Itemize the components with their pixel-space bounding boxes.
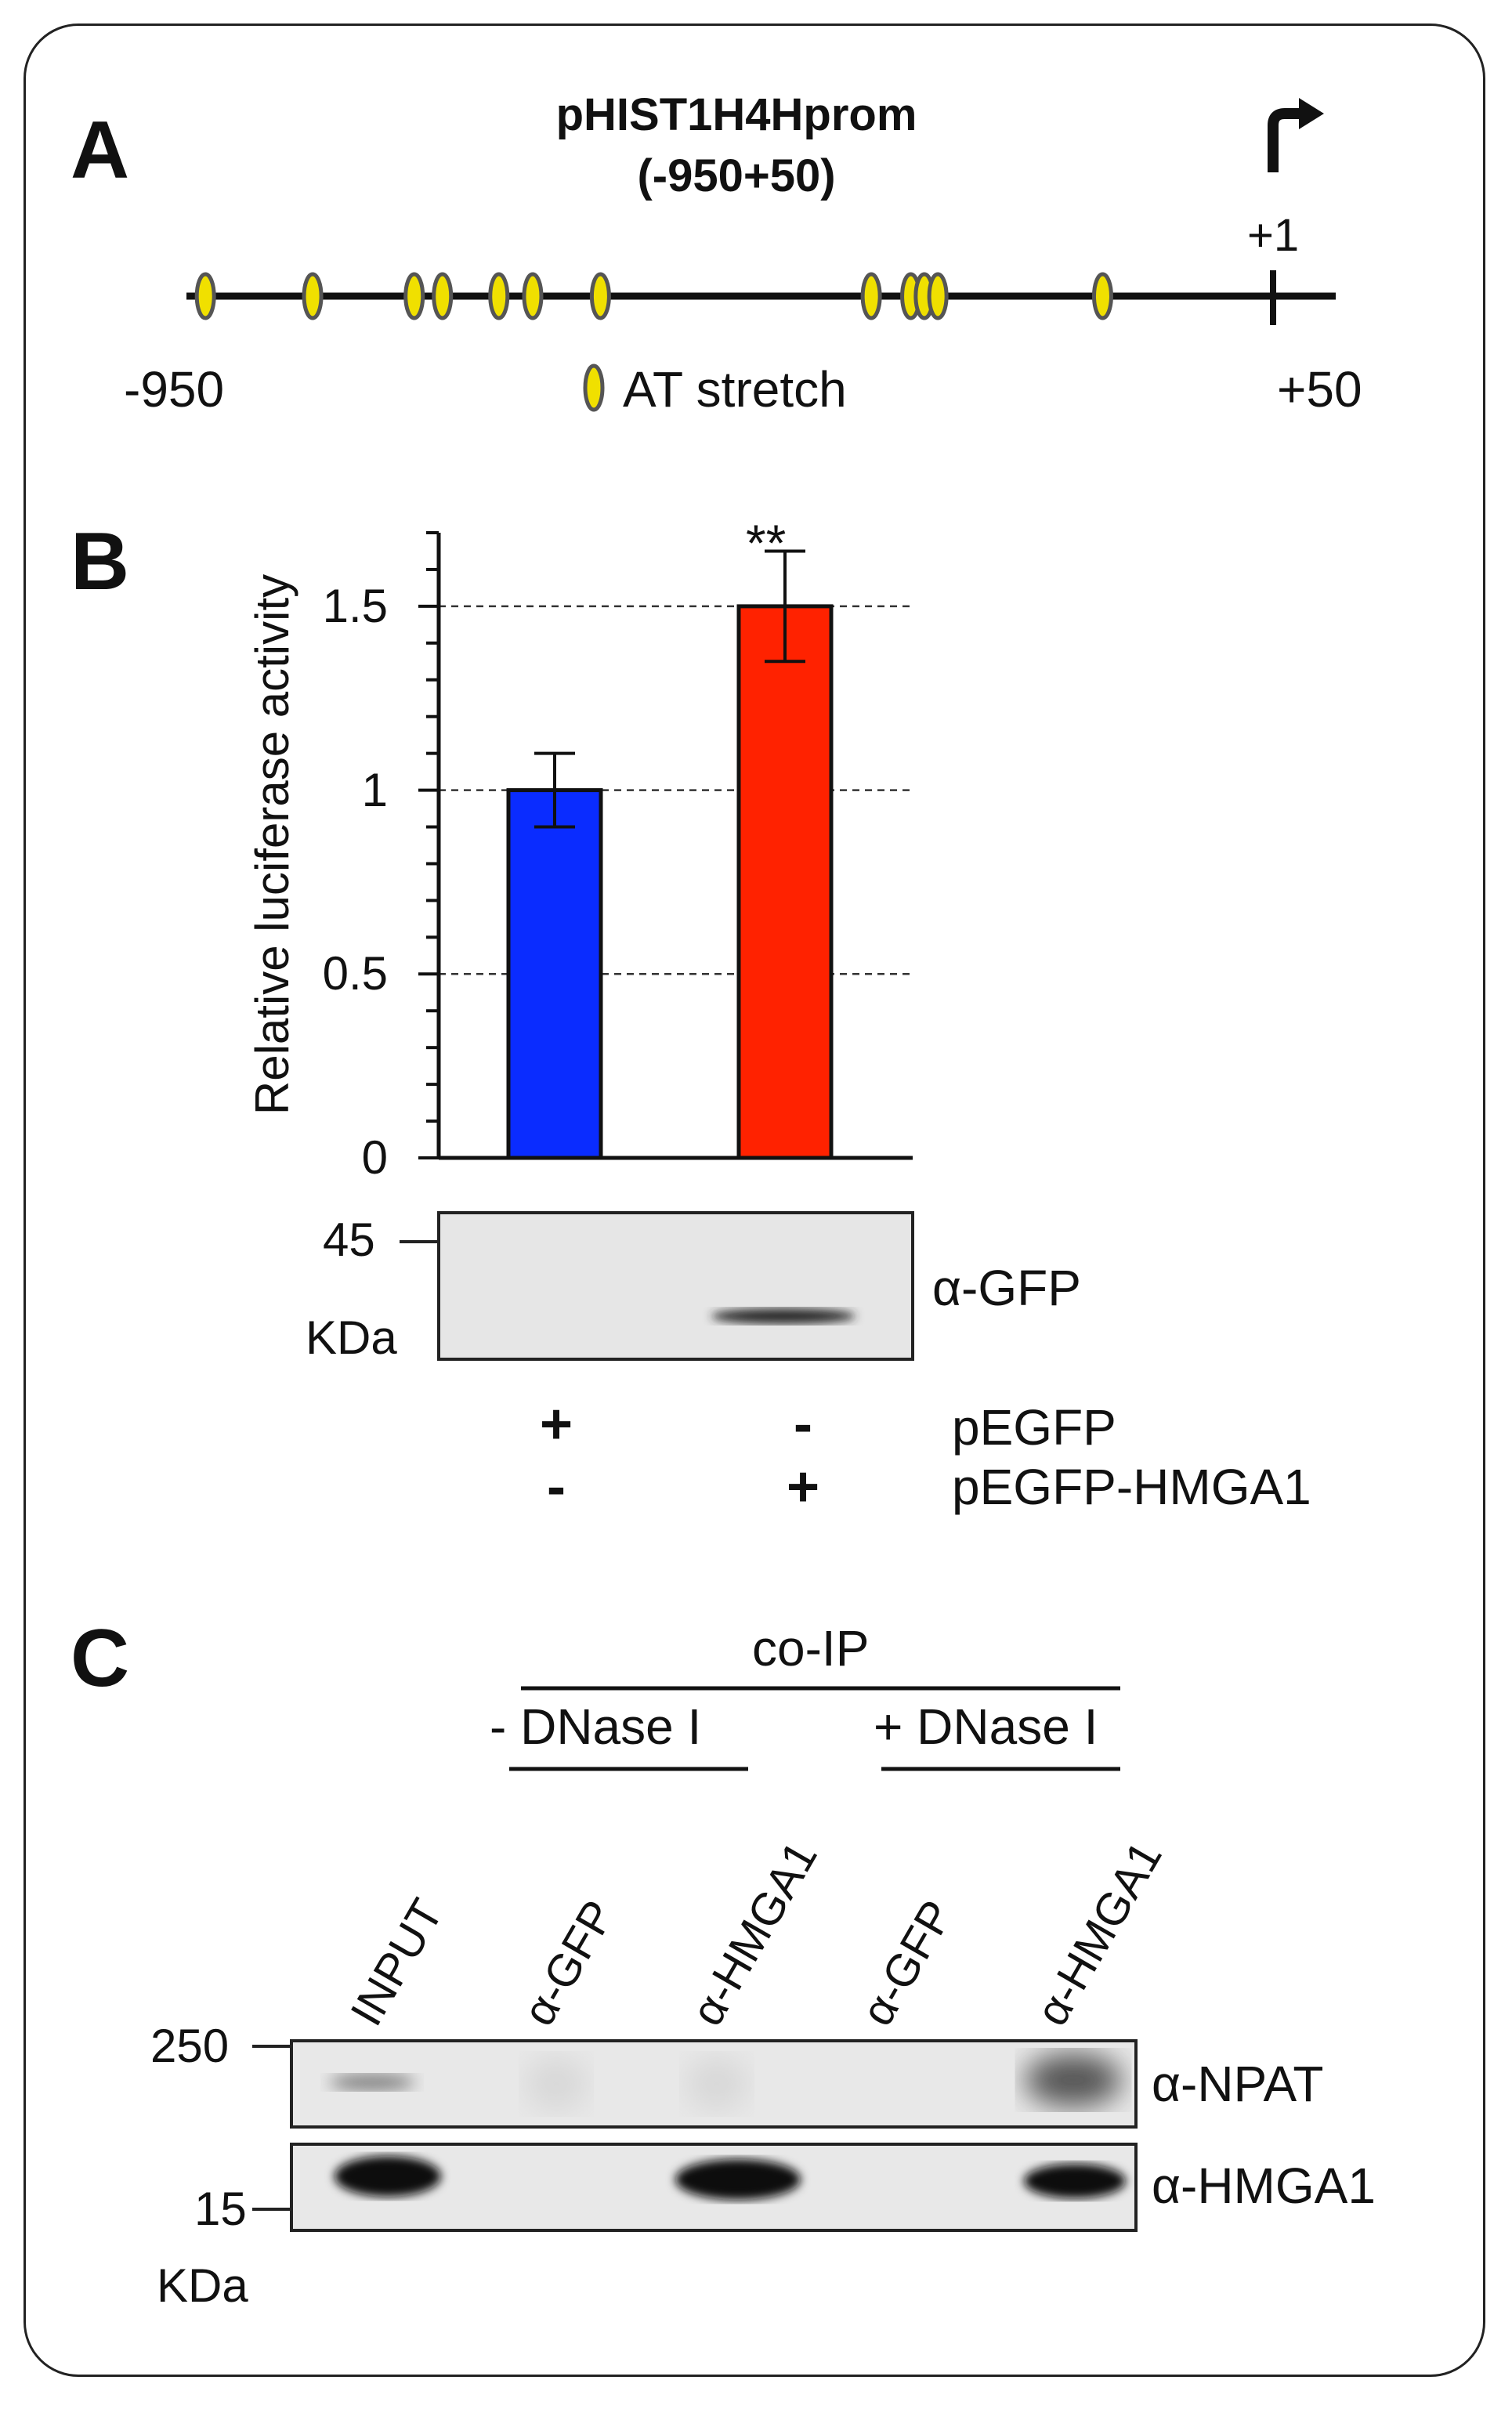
hmga1-band-dnase	[1024, 2164, 1126, 2198]
significance-marker: **	[746, 514, 787, 572]
at-stretch-legend-icon	[583, 364, 605, 412]
tss-label: +1	[1247, 210, 1300, 261]
bar-2	[736, 604, 834, 1160]
blot-marker-45: 45	[323, 1214, 375, 1266]
npat-smear-1	[525, 2056, 588, 2111]
figure-frame	[24, 24, 1485, 2377]
at-stretch-6	[522, 272, 544, 320]
marker-15-label: 15	[194, 2183, 247, 2235]
marker-250-label: 250	[150, 2020, 230, 2072]
blot-antibody-gfp: α-GFP	[932, 1260, 1081, 1316]
promoter-title-line2: (-950+50)	[637, 150, 836, 201]
plasmid-row-1-lane2: -	[794, 1393, 812, 1456]
plasmid-row-1-lane1: +	[539, 1393, 573, 1456]
ytick-label-1-5: 1.5	[322, 579, 388, 632]
panel-c-unit-kda: KDa	[157, 2259, 248, 2312]
npat-antibody-label: α-NPAT	[1152, 2056, 1324, 2112]
panel-a-letter: A	[71, 105, 130, 196]
ytick-label-0: 0	[361, 1131, 388, 1184]
npat-band-hmga1-dnase	[1025, 2053, 1122, 2107]
blot-unit-kda: KDa	[306, 1311, 397, 1364]
plus-dnase-label: + DNase I	[874, 1698, 1098, 1755]
coip-label: co-IP	[752, 1620, 870, 1677]
plasmid-row-2-lane2: +	[786, 1456, 820, 1518]
chart-axes	[418, 531, 913, 1160]
at-stretch-11	[927, 272, 949, 320]
npat-band-input	[329, 2074, 415, 2090]
lane-label-gfp-1: α-GFP	[513, 1892, 624, 2035]
gfp-band	[711, 1308, 855, 1324]
plasmid-row-2-name: pEGFP-HMGA1	[952, 1459, 1311, 1515]
panel-c-letter: C	[71, 1613, 130, 1704]
plasmid-row-2-lane1: -	[547, 1456, 566, 1518]
lane-label-hmga1-1: α-HMGA1	[682, 1833, 827, 2035]
hmga1-antibody-label: α-HMGA1	[1152, 2158, 1376, 2214]
at-stretch-4	[432, 272, 454, 320]
npat-blot	[290, 2039, 1138, 2129]
lane-label-hmga1-2: α-HMGA1	[1026, 1833, 1172, 2035]
at-stretch-7	[589, 272, 611, 320]
at-stretch-2	[302, 272, 324, 320]
tss-arrowhead	[1299, 98, 1324, 129]
at-stretch-5	[488, 272, 510, 320]
minus-dnase-label: - DNase I	[490, 1698, 702, 1755]
at-stretch-3	[403, 272, 425, 320]
bar-1	[506, 788, 603, 1160]
gfp-blot	[437, 1211, 914, 1361]
chart-ylabel: Relative luciferase activity	[246, 574, 298, 1115]
ytick-label-0-5: 0.5	[322, 947, 388, 1000]
hmga1-band-input	[335, 2156, 441, 2197]
left-end-label: -950	[124, 361, 225, 418]
at-stretch-marks	[194, 272, 1113, 320]
lane-label-input: INPUT	[341, 1890, 453, 2034]
tss-arrow-icon	[1268, 108, 1300, 172]
at-stretch-12	[1091, 272, 1113, 320]
panel-b-letter: B	[71, 516, 130, 607]
lane-label-gfp-2: α-GFP	[852, 1892, 963, 2035]
right-end-label: +50	[1277, 361, 1362, 418]
hmga1-band-nodnase	[675, 2159, 801, 2200]
promoter-title-line1: pHIST1H4Hprom	[555, 89, 917, 140]
at-stretch-8	[860, 272, 882, 320]
at-stretch-1	[194, 272, 216, 320]
plasmid-row-1-name: pEGFP	[952, 1399, 1116, 1456]
chart-bars	[506, 549, 834, 1160]
at-stretch-legend-label: AT stretch	[623, 361, 847, 418]
npat-smear-2	[685, 2056, 748, 2111]
ytick-label-1: 1	[361, 763, 388, 816]
